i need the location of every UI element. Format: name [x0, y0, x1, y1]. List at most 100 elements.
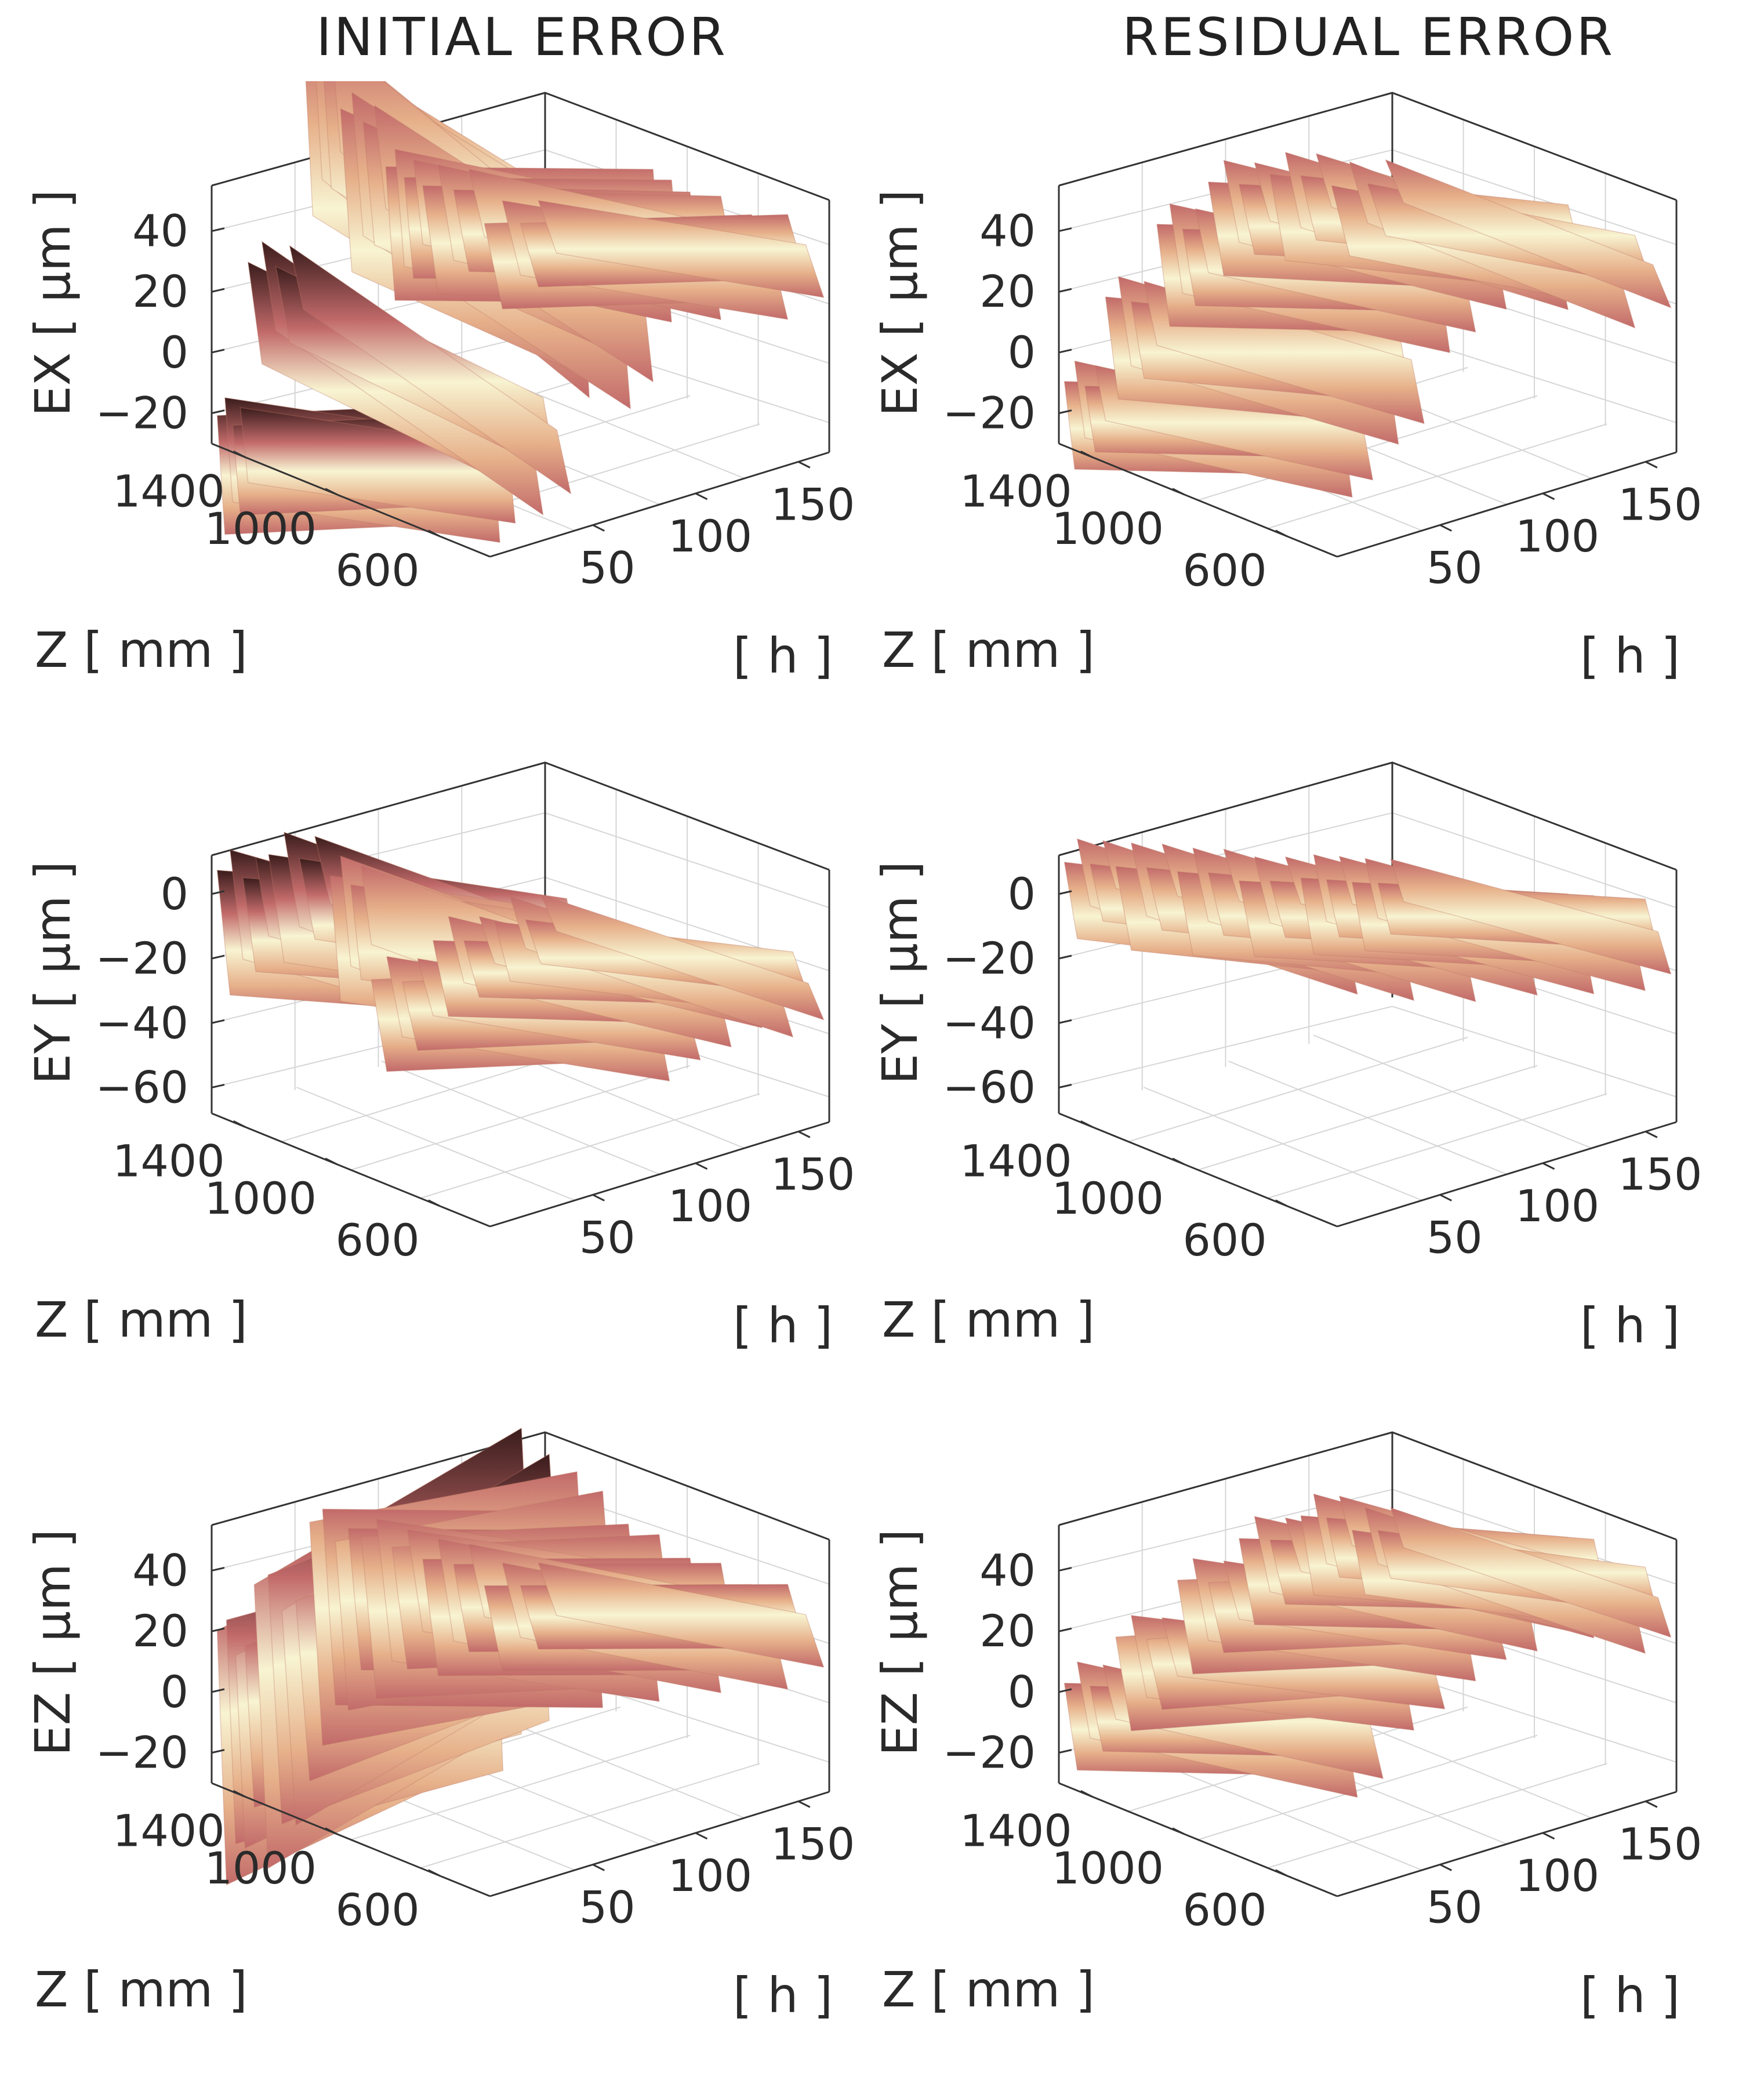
x-tick: [1439, 524, 1452, 532]
z-tick: [211, 1567, 225, 1571]
panel-ey-initial: 0 −20 −40 −60 1400 1000 600 50 100 150 EY [ µm ] Z …: [0, 751, 882, 1428]
y-tick-label: 600: [1183, 1884, 1267, 1936]
x-tick: [1542, 492, 1555, 500]
y-axis-line: [211, 442, 491, 558]
surface-strip: [289, 245, 572, 495]
y-tick: [233, 451, 246, 458]
surface-strip: [540, 894, 825, 1021]
x-tick: [1645, 461, 1658, 469]
x-tick-label: 100: [668, 1850, 752, 1901]
x-tick-label: 150: [1618, 478, 1702, 530]
x-tick: [1645, 1131, 1658, 1138]
z-tick-label: 0: [161, 1666, 188, 1718]
surface-strip: [1390, 858, 1672, 975]
grid-line: [350, 1734, 691, 1841]
z-tick: [1058, 1627, 1072, 1632]
x-tick-label: 100: [1515, 1180, 1599, 1232]
y-tick: [325, 1157, 337, 1166]
y-tick: [427, 529, 441, 538]
z-axis-label: EY [ µm ]: [872, 861, 928, 1084]
x-tick-label: 150: [1618, 1148, 1702, 1200]
z-tick: [1058, 288, 1072, 293]
y-tick-label: 600: [1183, 1214, 1267, 1266]
y-tick-label: 1000: [1052, 1173, 1164, 1224]
x-axis-line: [1337, 451, 1677, 558]
z-axis-label: EY [ µm ]: [24, 861, 81, 1084]
y-axis-label: Z [ mm ]: [35, 1291, 248, 1348]
y-tick-label: 1000: [205, 1173, 317, 1224]
z-axis-label: EX [ µm ]: [872, 190, 928, 417]
x-tick-label: 150: [771, 1818, 855, 1870]
z-tick-label: −20: [943, 1727, 1036, 1778]
x-tick: [1542, 1162, 1555, 1170]
panel-ex-residual: 40 20 0 −20 1400 1000 600 50 100 150 EX [ µm ] Z [ …: [847, 81, 1729, 758]
y-tick-label: 1000: [1052, 1842, 1164, 1894]
y-axis-label: Z [ mm ]: [882, 622, 1095, 678]
x-tick-label: 50: [1427, 542, 1483, 593]
surface: [216, 832, 825, 1082]
x-axis-line: [489, 1791, 830, 1897]
surface: [1064, 1493, 1672, 1798]
z-tick-label: −60: [943, 1062, 1036, 1113]
y-tick: [1172, 1827, 1185, 1835]
z-tick-label: −60: [96, 1062, 188, 1113]
x-axis-label: [ h ]: [1580, 1967, 1680, 2024]
z-tick-label: −20: [96, 1727, 188, 1778]
y-tick-label: 1400: [112, 465, 224, 517]
x-tick-label: 50: [1427, 1211, 1483, 1263]
y-tick-label: 1000: [1052, 503, 1164, 554]
z-tick: [211, 227, 225, 232]
y-tick: [427, 1199, 441, 1207]
x-axis-label: [ h ]: [733, 627, 833, 684]
y-axis-line: [1058, 1112, 1338, 1228]
x-tick-label: 100: [668, 1180, 752, 1232]
x-tick-label: 50: [1427, 1881, 1483, 1933]
surface: [1064, 838, 1672, 1003]
z-tick: [211, 1019, 225, 1024]
y-tick-label: 600: [336, 545, 420, 596]
surface-strip: [1385, 159, 1672, 308]
y-tick-label: 600: [336, 1214, 420, 1266]
z-tick: [1058, 1749, 1072, 1754]
surface-strip: [1390, 1507, 1672, 1638]
x-tick: [695, 1832, 708, 1840]
z-tick-label: 20: [132, 1605, 188, 1657]
z-tick-label: −20: [943, 387, 1036, 439]
x-axis-label: [ h ]: [1580, 1297, 1680, 1354]
y-tick-label: 1400: [960, 1805, 1072, 1856]
panel-ex-initial: 40 20 0 −20 1400 1000 600 50 100 150 EX [ µm ] Z [ …: [0, 81, 882, 758]
y-tick: [1275, 1199, 1288, 1207]
z-tick: [211, 409, 225, 415]
x-tick: [695, 492, 708, 500]
surface: [216, 81, 825, 543]
surface-strip: [538, 199, 825, 298]
y-tick: [1080, 1120, 1093, 1128]
y-tick: [325, 1827, 337, 1835]
z-tick: [1058, 1019, 1072, 1024]
x-tick-label: 150: [771, 1148, 855, 1200]
x-tick: [1542, 1832, 1555, 1840]
z-tick: [211, 349, 225, 354]
x-tick: [1439, 1194, 1452, 1202]
z-tick-label: 40: [979, 205, 1036, 257]
z-tick: [1058, 349, 1072, 354]
initial-error-title: INITIAL ERROR: [316, 7, 728, 68]
z-tick-label: −40: [943, 997, 1036, 1048]
y-tick: [1080, 1790, 1093, 1798]
z-tick: [1058, 1567, 1072, 1571]
z-tick: [211, 1084, 225, 1088]
grid-line: [1197, 395, 1538, 501]
z-tick: [211, 890, 225, 895]
y-tick-label: 600: [336, 1884, 420, 1936]
z-tick-label: 20: [979, 1605, 1036, 1657]
y-axis-line: [1058, 1782, 1338, 1897]
surface: [1064, 151, 1672, 498]
y-tick: [1172, 488, 1185, 496]
